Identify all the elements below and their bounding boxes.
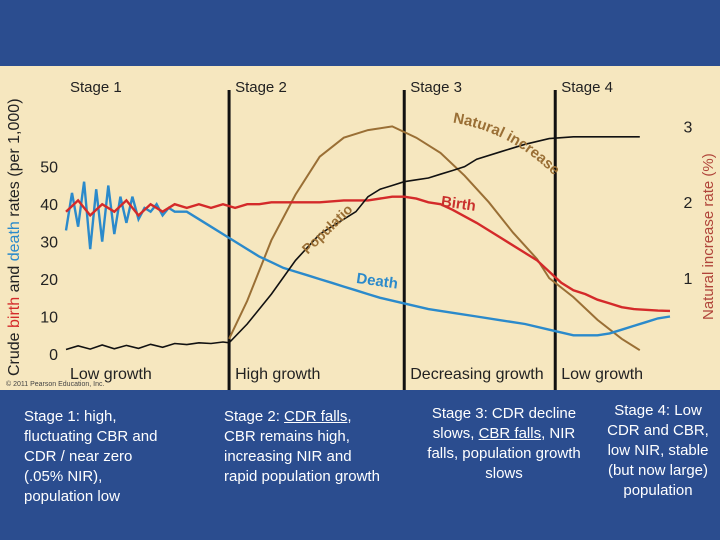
left-axis-label: Crude birth and death rates (per 1,000) bbox=[6, 98, 23, 376]
right-tick-3: 3 bbox=[684, 119, 693, 136]
stage-label-3: Stage 3 bbox=[410, 79, 462, 96]
left-tick-20: 20 bbox=[40, 272, 58, 289]
death-curve-label: Death bbox=[355, 270, 399, 293]
growth-label-2: High growth bbox=[235, 366, 320, 383]
caption-stage-2-cdr-falls: CDR falls bbox=[284, 408, 348, 425]
stage-label-1: Stage 1 bbox=[70, 79, 122, 96]
natural-increase-curve-label: Natural increase bbox=[452, 110, 563, 179]
stage-lines bbox=[227, 90, 557, 390]
left-axis-label-death: death bbox=[6, 221, 23, 261]
text-layer: Stage 1 Stage 2 Stage 3 Stage 4 Low growth Hi… bbox=[0, 66, 717, 388]
caption-stage-4: Stage 4: Low CDR and CBR, low NIR, stabl… bbox=[598, 401, 718, 501]
natural-increase-curve-label-text: Natural increase bbox=[452, 110, 563, 179]
caption-stage-3-pre: Stage 3: CDR decline slows, bbox=[431, 405, 577, 442]
series-birth-line bbox=[65, 195, 671, 313]
series-population-line bbox=[65, 136, 640, 351]
stage-label-2: Stage 2 bbox=[235, 79, 287, 96]
caption-stage-3-cbr-falls: CBR falls bbox=[478, 425, 542, 442]
growth-label-3: Decreasing growth bbox=[410, 366, 543, 383]
copyright-notice: © 2011 Pearson Education, Inc. bbox=[6, 380, 104, 388]
right-tick-1: 1 bbox=[684, 271, 693, 288]
series-natural-increase-line bbox=[228, 125, 641, 352]
stage-label-4: Stage 4 bbox=[561, 79, 613, 96]
left-axis-label-and: and bbox=[6, 261, 23, 297]
growth-label-1: Low growth bbox=[70, 366, 152, 383]
caption-stage-1-text: Stage 1: high, fluctuating CBR and CDR /… bbox=[24, 408, 158, 505]
caption-stage-2: Stage 2: CDR falls, CBR remains high, in… bbox=[224, 407, 384, 487]
left-axis-label-prefix: Crude bbox=[6, 328, 23, 376]
left-tick-50: 50 bbox=[40, 160, 58, 177]
series-layer bbox=[64, 125, 671, 352]
caption-stage-4-text: Stage 4: Low CDR and CBR, low NIR, stabl… bbox=[607, 402, 709, 499]
left-axis-label-birth: birth bbox=[6, 297, 23, 328]
left-tick-10: 10 bbox=[40, 310, 58, 327]
series-death-line bbox=[64, 181, 671, 337]
caption-stage-2-post: , CBR remains high, increasing NIR and r… bbox=[224, 408, 380, 485]
right-axis-label: Natural increase rate (%) bbox=[700, 153, 717, 320]
caption-stage-3-post: , NIR falls, population growth slows bbox=[427, 425, 581, 482]
right-tick-2: 2 bbox=[684, 195, 693, 212]
left-tick-30: 30 bbox=[40, 235, 58, 252]
left-tick-0: 0 bbox=[49, 347, 58, 364]
caption-stage-2-pre: Stage 2: bbox=[224, 408, 285, 425]
demographic-transition-chart: Stage 1 Stage 2 Stage 3 Stage 4 Low growth Hi… bbox=[0, 66, 717, 390]
left-axis-label-suffix: rates (per 1,000) bbox=[6, 98, 23, 221]
chart-area: Stage 1 Stage 2 Stage 3 Stage 4 Low growth Hi… bbox=[0, 66, 720, 390]
caption-stage-1: Stage 1: high, fluctuating CBR and CDR /… bbox=[24, 407, 174, 507]
left-tick-40: 40 bbox=[40, 197, 58, 214]
birth-curve-label: Birth bbox=[440, 193, 477, 215]
growth-label-4: Low growth bbox=[561, 366, 643, 383]
caption-stage-3: Stage 3: CDR decline slows, CBR falls, N… bbox=[424, 404, 584, 484]
